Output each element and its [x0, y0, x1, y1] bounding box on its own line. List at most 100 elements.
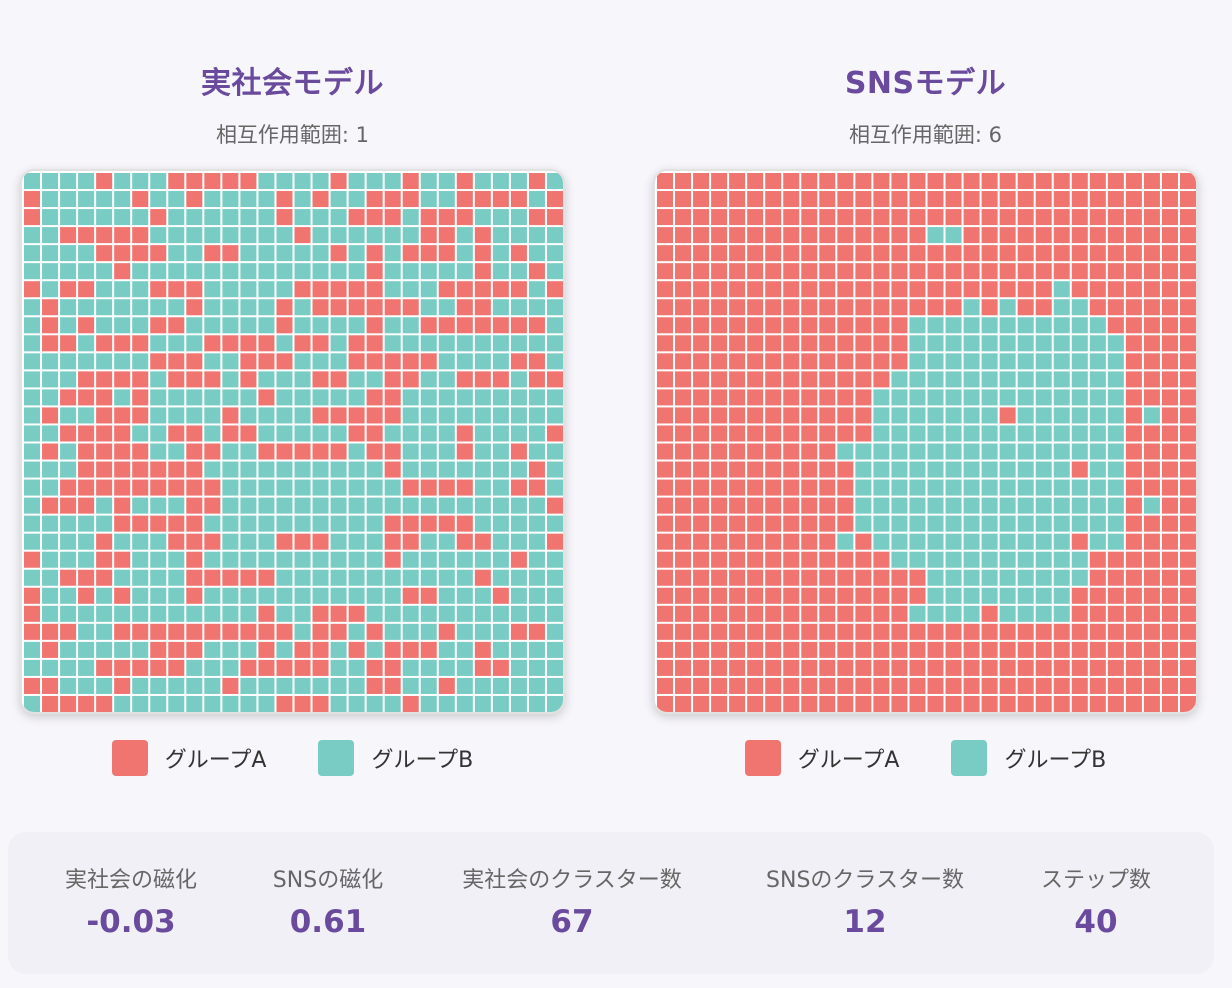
grid-cell: [114, 587, 131, 604]
grid-cell: [294, 245, 311, 262]
grid-cell: [1143, 173, 1160, 190]
grid-cell: [204, 209, 221, 226]
grid-cell: [711, 209, 728, 226]
grid-cell: [456, 389, 473, 406]
stat-value: 12: [843, 904, 887, 940]
grid-cell: [693, 389, 710, 406]
grid-cell: [186, 533, 203, 550]
grid-cell: [204, 479, 221, 496]
grid-cell: [384, 641, 401, 658]
grid-cell: [330, 551, 347, 568]
grid-cell: [456, 227, 473, 244]
grid-cell: [330, 425, 347, 442]
grid-cell: [1179, 695, 1196, 712]
grid-cell: [1053, 263, 1070, 280]
grid-cell: [150, 407, 167, 424]
grid-cell: [693, 479, 710, 496]
grid-cell: [438, 587, 455, 604]
grid-cell: [312, 281, 329, 298]
grid-cell: [675, 443, 692, 460]
grid-cell: [546, 335, 563, 352]
grid-cell: [168, 605, 185, 622]
grid-cell: [168, 281, 185, 298]
grid-cell: [240, 245, 257, 262]
grid-cell: [132, 191, 149, 208]
grid-cell: [1071, 353, 1088, 370]
grid-cell: [222, 173, 239, 190]
grid-cell: [1125, 497, 1142, 514]
grid-cell: [1107, 443, 1124, 460]
grid-cell: [945, 209, 962, 226]
grid-cell: [546, 695, 563, 712]
grid-cell: [801, 443, 818, 460]
grid-cell: [474, 263, 491, 280]
grid-cell: [981, 461, 998, 478]
grid-cell: [1179, 515, 1196, 532]
grid-cell: [801, 353, 818, 370]
grid-cell: [366, 479, 383, 496]
grid-cell: [366, 263, 383, 280]
grid-cell: [258, 479, 275, 496]
grid-cell: [168, 623, 185, 640]
grid-cell: [981, 533, 998, 550]
grid-cell: [981, 191, 998, 208]
grid-cell: [1089, 605, 1106, 622]
grid-cell: [855, 659, 872, 676]
grid-cell: [1089, 173, 1106, 190]
grid-cell: [258, 623, 275, 640]
grid-cell: [546, 677, 563, 694]
grid-cell: [186, 299, 203, 316]
grid-cell: [438, 245, 455, 262]
grid-cell: [78, 533, 95, 550]
grid-cell: [528, 317, 545, 334]
grid-cell: [1179, 209, 1196, 226]
grid-cell: [474, 551, 491, 568]
legend: グループA グループB: [653, 740, 1198, 776]
grid-cell: [384, 533, 401, 550]
grid-cell: [765, 299, 782, 316]
grid-cell: [384, 677, 401, 694]
grid-cell: [204, 677, 221, 694]
grid-cell: [1179, 353, 1196, 370]
grid-cell: [204, 533, 221, 550]
grid-cell: [1161, 659, 1178, 676]
grid-cell: [420, 209, 437, 226]
grid-cell: [1071, 299, 1088, 316]
grid-cell: [1179, 227, 1196, 244]
grid-cell: [132, 515, 149, 532]
grid-cell: [1035, 515, 1052, 532]
grid-cell: [855, 245, 872, 262]
grid-cell: [1107, 587, 1124, 604]
grid-cell: [366, 461, 383, 478]
grid-cell: [1089, 551, 1106, 568]
grid-cell: [150, 317, 167, 334]
grid-cell: [258, 569, 275, 586]
grid-cell: [765, 335, 782, 352]
grid-cell: [819, 695, 836, 712]
grid-cell: [24, 659, 41, 676]
grid-cell: [456, 533, 473, 550]
grid-cell: [729, 461, 746, 478]
grid-cell: [294, 695, 311, 712]
grid-cell: [855, 389, 872, 406]
grid-cell: [873, 353, 890, 370]
grid-cell: [855, 515, 872, 532]
grid-cell: [981, 515, 998, 532]
grid-cell: [348, 317, 365, 334]
grid-cell: [1161, 533, 1178, 550]
grid-cell: [999, 245, 1016, 262]
grid-cell: [1107, 551, 1124, 568]
grid-cell: [384, 191, 401, 208]
grid-cell: [729, 587, 746, 604]
grid-cell: [1143, 533, 1160, 550]
grid-cell: [927, 299, 944, 316]
grid-cell: [276, 209, 293, 226]
grid-cell: [783, 191, 800, 208]
grid-cell: [1107, 227, 1124, 244]
grid-cell: [1161, 551, 1178, 568]
grid-cell: [657, 173, 674, 190]
grid-cell: [258, 695, 275, 712]
grid-cell: [60, 425, 77, 442]
grid-cell: [510, 515, 527, 532]
grid-cell: [96, 551, 113, 568]
